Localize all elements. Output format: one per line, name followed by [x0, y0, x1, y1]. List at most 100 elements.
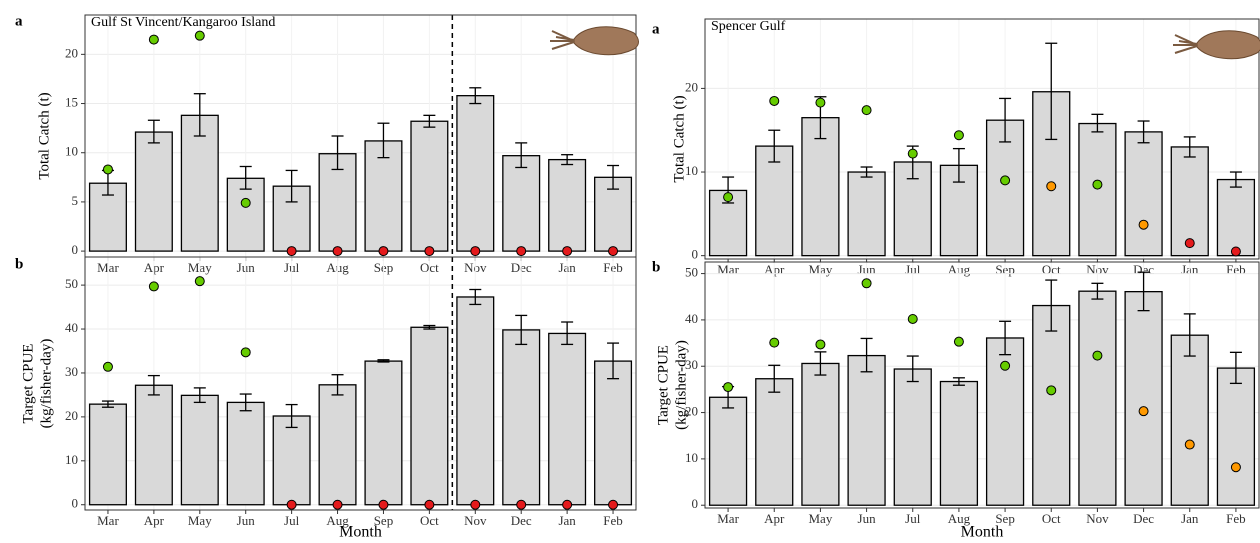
x-tick-label: Jan	[558, 513, 576, 528]
bar	[503, 156, 540, 251]
y-tick-label: 0	[72, 242, 79, 257]
point	[563, 247, 572, 256]
point	[103, 362, 112, 371]
bar	[848, 172, 885, 256]
bar	[136, 385, 173, 504]
x-tick-label: Mar	[717, 511, 739, 526]
point	[1093, 180, 1102, 189]
point	[241, 348, 250, 357]
squid-mantle	[1197, 31, 1260, 59]
point	[770, 338, 779, 347]
point	[379, 500, 388, 509]
point	[195, 277, 204, 286]
point	[471, 247, 480, 256]
bar	[848, 356, 885, 506]
point	[241, 198, 250, 207]
point	[287, 500, 296, 509]
y-axis-label: Target CPUE	[655, 345, 671, 425]
point	[816, 340, 825, 349]
bar	[136, 132, 173, 251]
bar	[756, 379, 793, 505]
point	[517, 247, 526, 256]
bar	[1033, 306, 1070, 506]
bar	[411, 327, 448, 504]
point	[517, 500, 526, 509]
point	[816, 98, 825, 107]
point	[609, 500, 618, 509]
bar	[181, 395, 218, 504]
x-tick-label: Oct	[420, 513, 439, 528]
y-tick-label: 40	[65, 320, 78, 335]
bar	[273, 416, 310, 505]
point	[425, 500, 434, 509]
panel-label: a	[652, 21, 660, 37]
squid-mantle	[574, 27, 639, 55]
point	[563, 500, 572, 509]
bar	[411, 121, 448, 251]
x-tick-label: Jan	[1181, 511, 1199, 526]
panel-label: a	[15, 13, 23, 29]
x-axis-label: Month	[339, 524, 382, 541]
bar	[710, 397, 747, 505]
bar	[1079, 124, 1116, 256]
y-axis-label: Target CPUE	[20, 344, 36, 424]
point	[1001, 361, 1010, 370]
point	[195, 31, 204, 40]
point	[724, 193, 733, 202]
y-tick-label: 50	[685, 265, 698, 280]
squid-icon	[1173, 31, 1260, 59]
point	[425, 247, 434, 256]
x-tick-label: Dec	[1133, 511, 1154, 526]
bar	[1125, 292, 1162, 506]
chart-title: Gulf St Vincent/Kangaroo Island	[91, 15, 275, 30]
y-tick-label: 30	[65, 364, 78, 379]
bar	[1125, 132, 1162, 256]
bar	[595, 361, 632, 505]
y-axis-label: Total Catch (t)	[671, 95, 687, 182]
y-tick-label: 10	[685, 450, 698, 465]
x-tick-label: Jul	[905, 511, 921, 526]
x-tick-label: Jun	[858, 511, 877, 526]
point	[770, 96, 779, 105]
x-axis-label: Month	[961, 524, 1004, 541]
squid-arms	[1173, 35, 1197, 53]
point	[908, 314, 917, 323]
bar	[802, 363, 839, 505]
y-tick-label: 40	[685, 311, 698, 326]
x-tick-label: May	[188, 513, 212, 528]
point	[1185, 239, 1194, 248]
y-tick-label: 0	[692, 496, 699, 511]
x-tick-label: Nov	[464, 513, 487, 528]
figure: 05101520MarAprMayJunJulAugSepOctNovDecJa…	[0, 0, 1260, 543]
squid-arms	[550, 31, 574, 49]
point	[149, 35, 158, 44]
bar	[940, 382, 977, 506]
bar	[457, 297, 494, 505]
y-tick-label: 20	[65, 45, 78, 60]
point	[862, 279, 871, 288]
bar	[549, 160, 586, 251]
y-tick-label: 10	[65, 144, 78, 159]
point	[862, 106, 871, 115]
y-tick-label: 5	[72, 193, 79, 208]
point	[609, 247, 618, 256]
x-tick-label: Mar	[97, 513, 119, 528]
bar	[365, 361, 402, 505]
point	[1231, 463, 1240, 472]
x-tick-label: Feb	[1226, 511, 1246, 526]
point	[1231, 247, 1240, 256]
point	[1139, 407, 1148, 416]
point	[1001, 176, 1010, 185]
x-tick-label: Jun	[237, 513, 256, 528]
point	[1139, 220, 1148, 229]
bar	[319, 385, 356, 505]
x-tick-label: Dec	[511, 513, 532, 528]
point	[954, 131, 963, 140]
bar	[894, 369, 931, 505]
bar	[503, 330, 540, 505]
y-tick-label: 20	[685, 79, 698, 94]
point	[287, 247, 296, 256]
bar	[457, 96, 494, 251]
y-axis-label: Total Catch (t)	[36, 92, 52, 179]
x-tick-label: Apr	[764, 511, 785, 526]
